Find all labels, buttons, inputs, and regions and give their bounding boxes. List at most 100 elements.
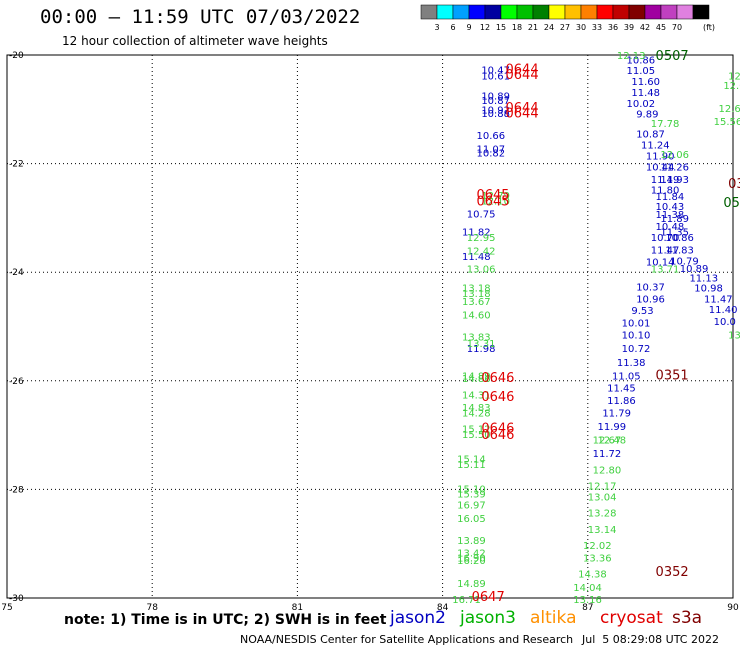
plot-frame	[6, 54, 734, 599]
data-label: 13.71	[651, 264, 680, 275]
y-tick-label: -30	[9, 594, 24, 604]
data-label: 15.11	[457, 460, 486, 471]
data-label: 0645	[476, 188, 509, 203]
legend-tick-label: 3	[434, 23, 439, 32]
legend-unit: (ft)	[703, 23, 715, 32]
legend-tick-label: 24	[544, 23, 554, 32]
data-label: 10.86	[627, 55, 656, 66]
x-tick-label: 84	[437, 603, 449, 613]
data-label: 10.88	[481, 109, 510, 120]
data-label: 13.18	[462, 289, 491, 300]
data-label: 10.79	[670, 256, 699, 267]
data-label: 10.87	[481, 96, 510, 107]
data-label: 15.56	[714, 117, 740, 128]
data-label: 13.42	[457, 548, 486, 559]
legend-swatch	[436, 4, 454, 20]
legend-swatch	[468, 4, 486, 20]
data-label: 10.14	[646, 257, 675, 268]
data-label: 03	[728, 177, 740, 192]
data-label: 11.40	[709, 305, 738, 316]
data-label: 11.84	[656, 192, 685, 203]
data-label: 11.99	[597, 422, 626, 433]
footer-note: note: 1) Time is in UTC; 2) SWH is in fe…	[64, 612, 387, 628]
legend-swatch	[660, 4, 678, 20]
data-label: 14.89	[457, 579, 486, 590]
data-label: 9.53	[631, 306, 653, 317]
data-label: 10.61	[481, 72, 510, 83]
y-tick-label: -26	[9, 377, 24, 387]
legend-swatch	[676, 4, 694, 20]
data-label: 0646	[481, 428, 514, 443]
legend-swatch	[564, 4, 582, 20]
data-label: 10.01	[622, 319, 651, 330]
data-label: 10.86	[665, 233, 694, 244]
data-label: 10.98	[694, 283, 723, 294]
data-label: 14.28	[462, 408, 491, 419]
data-label: 10.89	[680, 264, 709, 275]
data-label: 14.04	[573, 583, 602, 594]
data-label: 10.89	[481, 92, 510, 103]
x-tick-label: 87	[582, 603, 593, 613]
data-label: 12.17	[588, 482, 617, 493]
data-label: 10.82	[476, 149, 505, 160]
legend-tick-label: 45	[656, 23, 666, 32]
data-label: 13.18	[462, 283, 491, 294]
data-label: 12.48	[597, 435, 626, 446]
y-tick-label: -20	[9, 51, 24, 61]
data-label: 13.04	[588, 492, 617, 503]
data-label: 11.05	[627, 66, 656, 77]
data-label: 10.10	[622, 331, 651, 342]
data-label: 15.10	[457, 484, 486, 495]
satellite-legend-s3a: s3a	[672, 608, 703, 628]
data-label: 13.16	[573, 595, 602, 606]
y-tick-label: -28	[9, 485, 24, 495]
data-label: 11.48	[631, 88, 660, 99]
data-label: 11.72	[593, 449, 622, 460]
data-label: 11.38	[617, 358, 646, 369]
x-tick-label: 81	[292, 603, 303, 613]
data-label: 13.14	[588, 525, 617, 536]
data-label: 0646	[481, 390, 514, 405]
data-label: 0507	[656, 49, 689, 64]
legend-tick-label: 6	[450, 23, 455, 32]
data-label: 12.80	[593, 465, 622, 476]
data-label: 10.66	[476, 131, 505, 142]
data-label: 11.82	[462, 227, 491, 238]
legend-swatch	[548, 4, 566, 20]
legend-swatch	[420, 4, 438, 20]
page-subtitle: 12 hour collection of altimeter wave hei…	[62, 34, 328, 48]
data-label: 11.48	[462, 252, 491, 263]
data-label: 13.67	[462, 297, 491, 308]
data-label: 11.24	[641, 141, 670, 152]
data-label: 13.28	[588, 509, 617, 520]
satellite-legend-cryosat: cryosat	[600, 608, 663, 628]
data-label: 14.60	[462, 311, 491, 322]
legend-tick-label: 70	[672, 23, 682, 32]
legend-tick-label: 18	[512, 23, 522, 32]
data-label: 0646	[481, 371, 514, 386]
legend-tick-label: 30	[576, 23, 586, 32]
legend-swatch	[612, 4, 630, 20]
data-label: 10.75	[467, 210, 496, 221]
data-label: 12.42	[467, 246, 496, 257]
legend-tick-label: 42	[640, 23, 650, 32]
data-label: 12.10	[481, 197, 510, 208]
legend-swatch	[484, 4, 502, 20]
data-label: 11.98	[467, 344, 496, 355]
data-label: 11.89	[660, 214, 689, 225]
page-title: 00:00 – 11:59 UTC 07/03/2022	[40, 6, 361, 28]
data-label: 10.0	[714, 317, 736, 328]
data-label: 14.31	[462, 390, 491, 401]
data-label: 10.43	[656, 202, 685, 213]
data-label: 11.47	[704, 294, 733, 305]
legend-tick-label: 15	[496, 23, 506, 32]
data-label: 17.78	[651, 119, 680, 130]
data-label: 11.83	[665, 245, 694, 256]
data-label: 13.83	[462, 332, 491, 343]
legend-swatch	[692, 4, 710, 20]
data-label: 13.36	[583, 553, 612, 564]
data-label: 11.86	[607, 396, 636, 407]
data-label: 12.79	[728, 72, 740, 83]
x-tick-label: 78	[146, 603, 158, 613]
